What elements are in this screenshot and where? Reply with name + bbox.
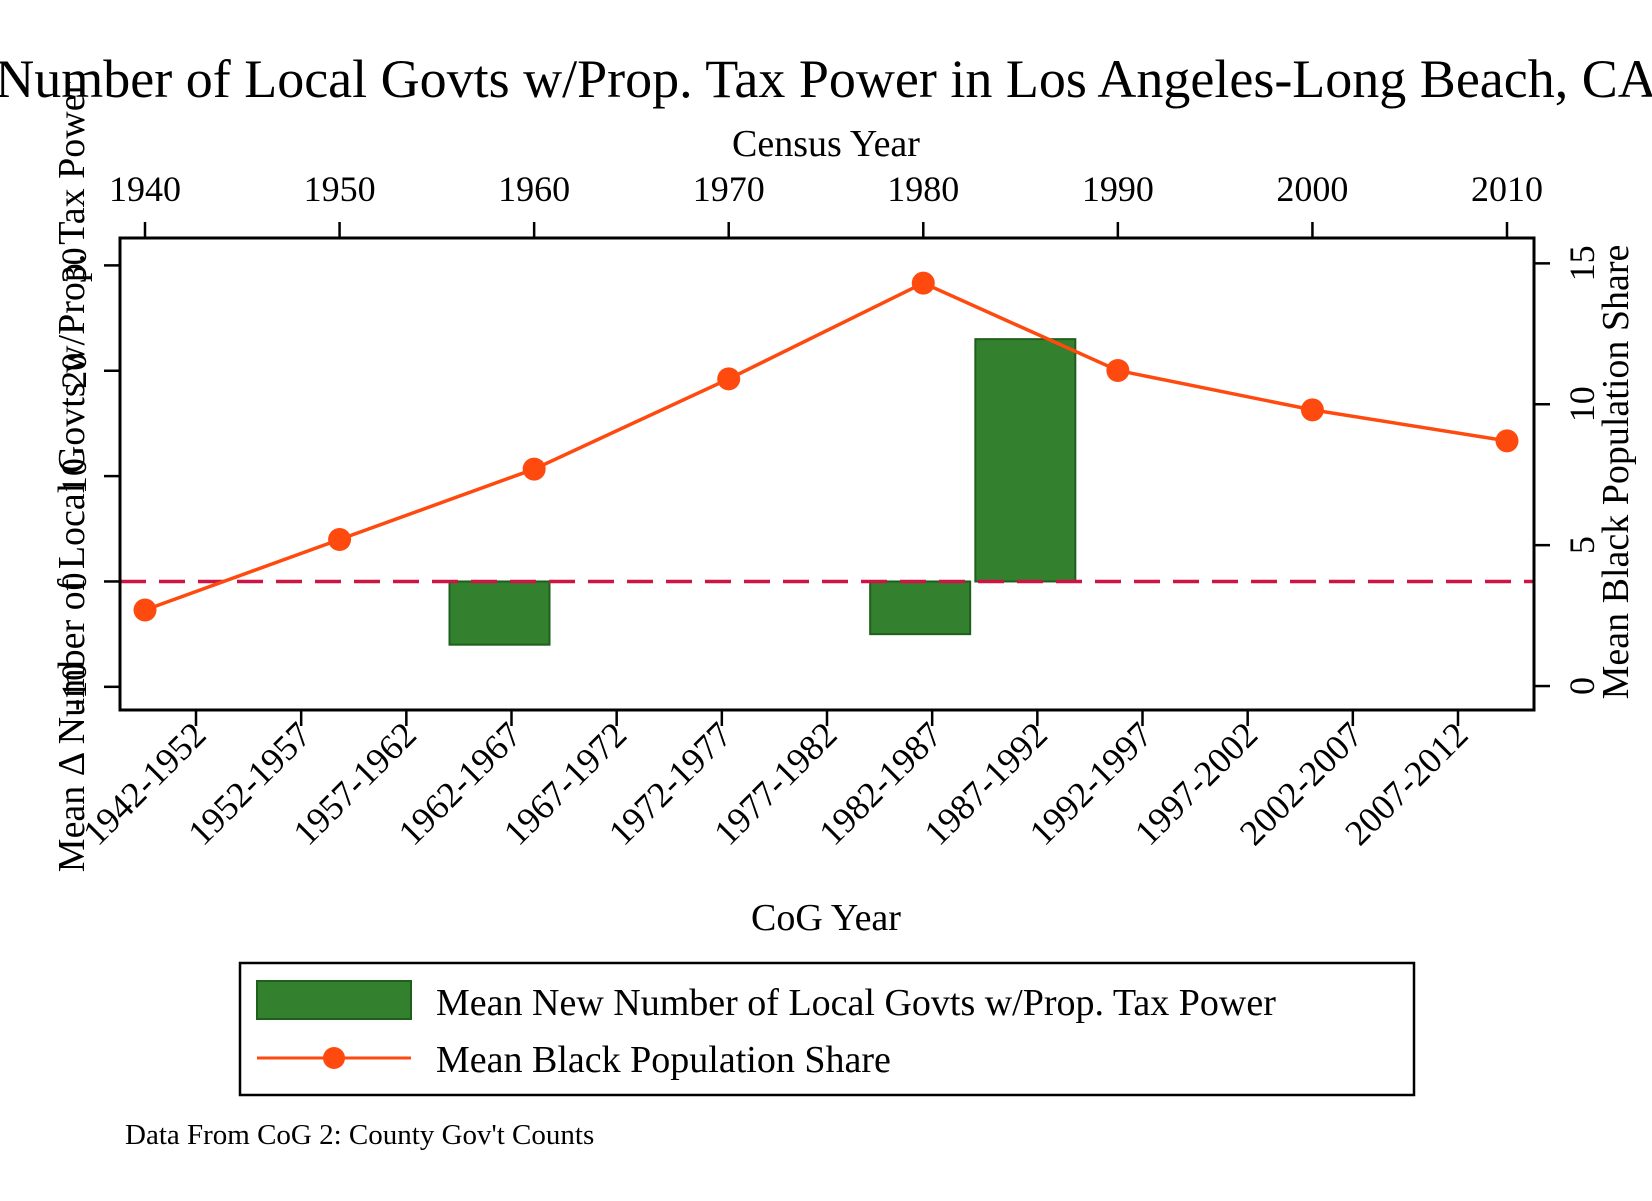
- top-tick-label-1960: 1960: [498, 169, 570, 209]
- bar-1982-1987: [869, 580, 972, 636]
- top-tick-label-1950: 1950: [304, 169, 376, 209]
- right-tick-label: 10: [1562, 386, 1602, 422]
- left-tick-label: 0: [54, 572, 94, 590]
- legend: Mean New Number of Local Govts w/Prop. T…: [238, 961, 1416, 1097]
- right-tick-label: 15: [1562, 245, 1602, 281]
- black-share-point-1960: [522, 457, 546, 481]
- black-share-line-series: [133, 271, 1519, 622]
- black-share-point-2010: [1495, 429, 1519, 453]
- right-axis: 0 5 10 15: [1534, 245, 1602, 695]
- chart-title: Number of Local Govts w/Prop. Tax Power …: [0, 49, 1652, 109]
- left-axis-title: Mean Δ Number of Local Govts w/Prop. Tax…: [51, 81, 93, 872]
- top-tick-label-1940: 1940: [109, 169, 181, 209]
- left-tick-label: -10: [54, 663, 94, 711]
- top-axis-ticks: 1940 1950 1960 1970 1980 1990 2000 2010: [109, 169, 1543, 238]
- bottom-axis-ticks: 1942-19521952-19571957-19621962-19671967…: [75, 710, 1476, 853]
- top-tick-label-2010: 2010: [1471, 169, 1543, 209]
- top-tick-label-2000: 2000: [1276, 169, 1348, 209]
- right-tick-label: 5: [1562, 536, 1602, 554]
- left-tick-label: 20: [54, 353, 94, 389]
- top-tick-label-1990: 1990: [1082, 169, 1154, 209]
- legend-line-marker: [323, 1047, 345, 1069]
- black-share-point-1980: [911, 271, 935, 295]
- black-share-point-1990: [1106, 358, 1130, 382]
- black-share-line: [144, 281, 1508, 612]
- top-tick-label-1980: 1980: [887, 169, 959, 209]
- top-axis-title: Census Year: [732, 123, 920, 165]
- bar-1962-1967: [448, 580, 551, 646]
- legend-line-label: Mean Black Population Share: [436, 1039, 891, 1081]
- source-note: Data From CoG 2: County Gov't Counts: [125, 1119, 594, 1151]
- right-tick-label: 0: [1562, 677, 1602, 695]
- black-share-point-1970: [717, 367, 741, 391]
- legend-bar-label: Mean New Number of Local Govts w/Prop. T…: [436, 982, 1276, 1024]
- bar-1987-1992: [974, 338, 1077, 583]
- left-axis: -10 0 10 20 30: [54, 247, 120, 711]
- left-tick-label: 30: [54, 247, 94, 283]
- legend-frame: [238, 961, 1416, 1097]
- black-share-point-2000: [1300, 398, 1324, 422]
- black-share-point-1940: [133, 598, 157, 622]
- plot-frame: [118, 236, 1536, 712]
- legend-bar-swatch: [256, 980, 412, 1020]
- top-tick-label-1970: 1970: [693, 169, 765, 209]
- bar-series: [448, 338, 1077, 646]
- right-axis-title: Mean Black Population Share: [1595, 245, 1637, 700]
- left-tick-label: 10: [54, 458, 94, 494]
- bottom-axis-title: CoG Year: [751, 897, 901, 939]
- black-share-point-1950: [328, 528, 352, 552]
